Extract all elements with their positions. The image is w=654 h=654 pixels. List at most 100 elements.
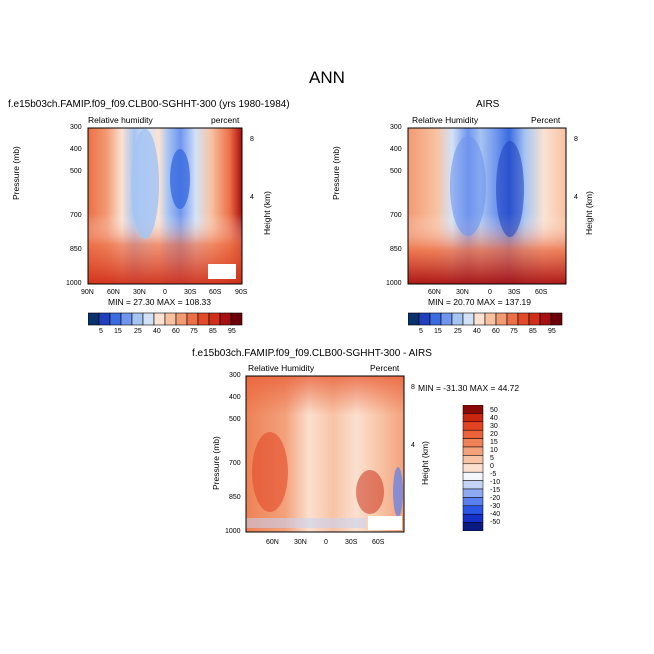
colorbar-obs-label: 60 xyxy=(492,328,500,335)
colorbar-box xyxy=(230,312,243,326)
panel-obs-ytick: 1000 xyxy=(386,280,402,287)
panel-obs-xtick: 30N xyxy=(456,289,469,296)
colorbar-model-label: 40 xyxy=(153,328,161,335)
colorbar-obs-label: 15 xyxy=(434,328,442,335)
colorbar-box xyxy=(440,312,453,326)
colorbar-model-label: 25 xyxy=(134,328,142,335)
panel-model-y2label: Height (km) xyxy=(262,191,272,235)
panel-diff-xtick: 30S xyxy=(345,539,358,546)
colorbar-diff-label: 30 xyxy=(490,423,498,430)
panel-diff-ytick: 1000 xyxy=(225,528,241,535)
colorbar-box xyxy=(506,312,519,326)
colorbar-box xyxy=(462,446,484,456)
page-title: ANN xyxy=(309,68,345,87)
colorbar-box xyxy=(88,312,100,326)
panel-obs-ytick: 400 xyxy=(390,146,402,153)
colorbar-obs-label: 40 xyxy=(473,328,481,335)
colorbar-box xyxy=(473,312,486,326)
colorbar-box xyxy=(153,312,166,326)
colorbar-diff xyxy=(462,405,484,531)
colorbar-box xyxy=(197,312,210,326)
colorbar-diff-label: -20 xyxy=(490,495,501,502)
colorbar-box xyxy=(462,513,484,523)
panel-diff-y2tick: 8 xyxy=(411,384,415,391)
colorbar-box xyxy=(208,312,221,326)
panel-diff-xtick: 60N xyxy=(266,539,279,546)
colorbar-model-label: 15 xyxy=(114,328,122,335)
colorbar-diff-label: -15 xyxy=(490,487,501,494)
colorbar-obs-label: 75 xyxy=(510,328,518,335)
panel-obs-xtick: 30S xyxy=(508,289,521,296)
panel-diff-missing xyxy=(368,516,402,530)
panel-obs-title: AIRS xyxy=(476,99,500,110)
colorbar-box xyxy=(462,405,484,414)
colorbar-obs-label: 5 xyxy=(419,328,423,335)
colorbar-obs-label: 25 xyxy=(454,328,462,335)
colorbar-model-label: 95 xyxy=(228,328,236,335)
panel-model-title: f.e15b03ch.FAMIP.f09_f09.CLB00-SGHHT-300… xyxy=(8,99,290,110)
colorbar-box xyxy=(462,312,475,326)
colorbar-obs-label: 95 xyxy=(548,328,556,335)
colorbar-obs xyxy=(408,312,563,326)
colorbar-box xyxy=(429,312,442,326)
panel-obs-y2tick: 4 xyxy=(574,194,578,201)
panel-obs-xtick: 60N xyxy=(428,289,441,296)
colorbar-box xyxy=(462,488,484,498)
colorbar-diff-label: 40 xyxy=(490,415,498,422)
panel-model-xtick: 30S xyxy=(184,289,197,296)
colorbar-box xyxy=(550,312,563,326)
colorbar-box xyxy=(186,312,199,326)
panel-model-minmax: MIN = 27.30 MAX = 108.33 xyxy=(108,297,212,307)
panel-diff-left-label: Relative Humidity xyxy=(248,363,315,373)
colorbar-box xyxy=(539,312,552,326)
panel-model-xtick: 60S xyxy=(209,289,222,296)
panel-obs-xtick: 0 xyxy=(488,289,492,296)
panel-model-xtick: 90N xyxy=(81,289,94,296)
colorbar-model-label: 75 xyxy=(190,328,198,335)
panel-model-ytick: 700 xyxy=(70,212,82,219)
colorbar-box xyxy=(462,455,484,465)
panel-diff-ytick: 500 xyxy=(229,416,241,423)
colorbar-box xyxy=(495,312,508,326)
panel-obs-ytick: 500 xyxy=(390,168,402,175)
panel-diff-xtick: 0 xyxy=(324,539,328,546)
colorbar-model xyxy=(88,312,243,326)
panel-model-left-label: Relative humidity xyxy=(88,115,153,125)
panel-obs-ytick: 700 xyxy=(390,212,402,219)
panel-obs-plot xyxy=(407,127,567,285)
colorbar-diff-label: 50 xyxy=(490,407,498,414)
colorbar-box xyxy=(462,522,484,531)
colorbar-diff-label: 20 xyxy=(490,431,498,438)
panel-model-y2tick: 8 xyxy=(250,136,254,143)
panel-diff-ylabel: Pressure (mb) xyxy=(211,436,221,490)
panel-diff-ytick: 300 xyxy=(229,372,241,379)
colorbar-box xyxy=(142,312,155,326)
colorbar-model-label: 5 xyxy=(99,328,103,335)
colorbar-obs-label: 85 xyxy=(529,328,537,335)
colorbar-diff-label: 5 xyxy=(490,455,494,462)
panel-diff-ytick: 700 xyxy=(229,460,241,467)
colorbar-box xyxy=(528,312,541,326)
colorbar-box xyxy=(462,480,484,490)
colorbar-model-label: 85 xyxy=(209,328,217,335)
panel-diff-y2label: Height (km) xyxy=(420,441,430,485)
colorbar-box xyxy=(109,312,122,326)
panel-model-ytick: 400 xyxy=(70,146,82,153)
panel-obs-ylabel: Pressure (mb) xyxy=(331,146,341,200)
colorbar-diff-label: 0 xyxy=(490,463,494,470)
colorbar-box xyxy=(175,312,188,326)
colorbar-box xyxy=(462,505,484,515)
panel-diff-xtick: 30N xyxy=(294,539,307,546)
panel-model-ytick: 1000 xyxy=(66,280,82,287)
panel-diff-y2tick: 4 xyxy=(411,442,415,449)
colorbar-box xyxy=(418,312,431,326)
panel-model-xtick: 0 xyxy=(163,289,167,296)
panel-diff-ytick: 850 xyxy=(229,494,241,501)
colorbar-box xyxy=(462,413,484,423)
colorbar-diff-label: -50 xyxy=(490,519,501,526)
panel-obs-xtick: 60S xyxy=(535,289,548,296)
colorbar-box xyxy=(164,312,177,326)
colorbar-diff-label: -5 xyxy=(490,471,497,478)
panel-obs-minmax: MIN = 20.70 MAX = 137.19 xyxy=(428,297,532,307)
panel-model-plot xyxy=(87,127,243,285)
